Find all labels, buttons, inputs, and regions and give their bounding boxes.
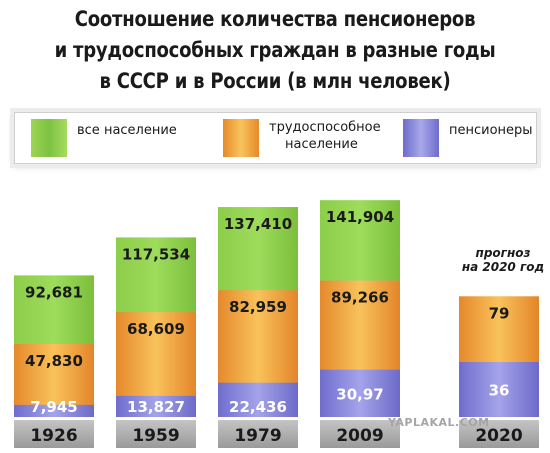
legend-label-working-1: трудоспособное — [269, 120, 381, 135]
year-strip-2009 — [320, 420, 400, 448]
legend-swatch-total — [31, 119, 67, 157]
data-label-working-2020: 79 — [489, 304, 510, 322]
bar-pensioners-1979 — [218, 382, 298, 417]
legend-label-total: все население — [77, 123, 177, 138]
data-label-working-1979: 82,959 — [229, 298, 287, 316]
data-label-pensioners-2020: 36 — [489, 381, 510, 399]
year-strip-2020 — [459, 420, 539, 448]
title-line-1: Соотношение количества пенсионеров — [74, 7, 476, 31]
title-line-3: в СССР и в России (в млн человек) — [99, 69, 451, 93]
data-label-pensioners-2009: 30,97 — [336, 385, 383, 403]
data-label-working-1959: 68,609 — [127, 320, 185, 338]
legend-swatch-working — [223, 119, 259, 157]
data-label-pensioners-1926: 7,945 — [30, 398, 77, 416]
legend-swatch-pensioners — [403, 119, 439, 157]
legend-label-pensioners: пенсионеры — [449, 123, 533, 138]
forecast-label-line-1: прогноз — [475, 246, 531, 260]
tick-label-2020: 2020 — [475, 426, 522, 446]
bar-pensioners-1926 — [14, 404, 94, 417]
bar-pensioners-2020 — [459, 361, 539, 417]
tick-label-1979: 1979 — [234, 426, 281, 446]
tick-label-2009: 2009 — [336, 426, 383, 446]
legend: все население трудоспособное население п… — [14, 112, 537, 164]
title-line-2: и трудоспособных граждан в разные годы — [54, 38, 496, 62]
forecast-label-line-2: на 2020 год — [461, 260, 545, 274]
data-label-total-1959: 117,534 — [122, 245, 190, 263]
data-label-pensioners-1979: 22,436 — [229, 398, 287, 416]
year-strip-1959 — [116, 420, 196, 448]
data-label-pensioners-1959: 13,827 — [127, 398, 185, 416]
bar-pensioners-2009 — [320, 369, 400, 417]
year-strip-1926 — [14, 420, 94, 448]
forecast-label: прогноз на 2020 год — [448, 246, 550, 274]
data-label-working-1926: 47,830 — [25, 352, 83, 370]
chart-title: Соотношение количества пенсионеров и тру… — [39, 4, 512, 97]
watermark-text: YAPLAKAL.COM — [388, 416, 490, 429]
tick-label-1926: 1926 — [30, 426, 77, 446]
data-label-total-1926: 92,681 — [25, 283, 83, 301]
data-label-total-2009: 141,904 — [326, 208, 394, 226]
tick-label-1959: 1959 — [132, 426, 179, 446]
legend-label-working-2: население — [285, 137, 358, 152]
data-label-working-2009: 89,266 — [331, 289, 389, 307]
year-strip-1979 — [218, 420, 298, 448]
bar-working-1926 — [14, 343, 94, 417]
bar-pensioners-1959 — [116, 395, 196, 417]
data-label-total-1979: 137,410 — [224, 215, 292, 233]
